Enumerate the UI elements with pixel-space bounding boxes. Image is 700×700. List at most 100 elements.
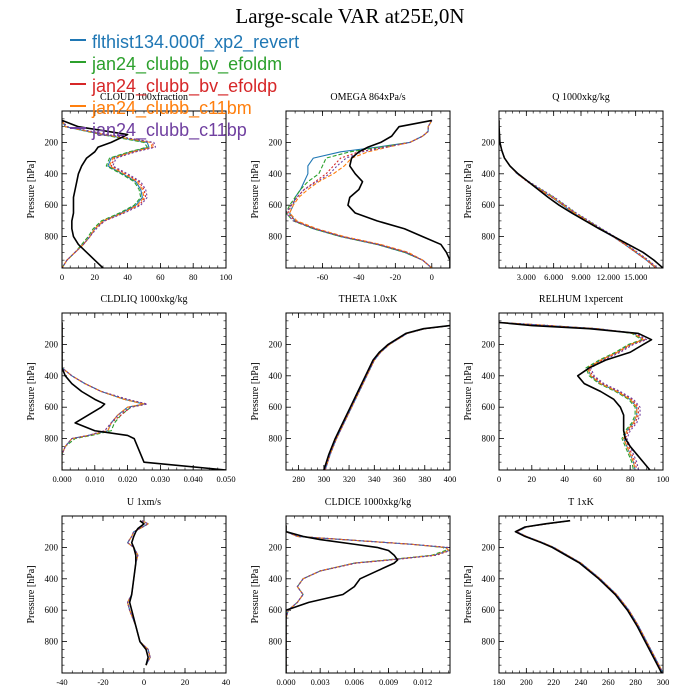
series-group [514,519,663,673]
series-line [324,325,450,470]
x-tick-label: 80 [189,272,198,282]
panel-title: U 1xm/s [127,497,161,508]
series-line [286,525,446,673]
x-tick-label: 0 [60,272,64,282]
chart-panel: CLDLIQ 1000xkg/kg Pressure [hPa] 200 400 600… [26,294,236,484]
x-tick-label: 20 [181,677,190,687]
y-tick-label: 800 [45,637,59,647]
y-tick-label: 800 [482,434,496,444]
y-axis-label: Pressure [hPa] [250,160,261,218]
x-tick-label: 40 [560,474,569,484]
legend-label: flthist134.000f_xp2_revert [92,32,300,52]
y-tick-label: 600 [269,402,283,412]
y-axis-label: Pressure [hPa] [26,160,37,218]
y-tick-label: 600 [45,200,59,210]
panel-title: CLDLIQ 1000xkg/kg [101,294,188,305]
y-tick-label: 200 [45,137,59,147]
y-tick-label: 400 [482,371,496,381]
x-tick-label: 360 [393,474,406,484]
x-tick-label: 0 [430,272,434,282]
panel-title: OMEGA 864xPa/s [330,92,405,103]
panel-frame [285,312,451,471]
x-tick-label: 200 [520,677,533,687]
reference-line [499,321,653,470]
x-tick-label: 0.000 [52,474,71,484]
x-tick-label: 80 [626,474,635,484]
reference-line [323,324,450,470]
panel-frame [498,110,664,269]
x-tick-label: 3.000 [517,272,536,282]
series-group [62,119,157,268]
legend-item: jan24_clubb_bv_efoldm [70,53,299,75]
x-tick-label: -40 [353,272,364,282]
y-tick-label: 400 [269,169,283,179]
legend-label: jan24_clubb_c11bp [92,120,247,140]
x-tick-label: 0.050 [216,474,235,484]
y-tick-label: 600 [482,200,496,210]
y-axis-label: Pressure [hPa] [463,565,474,623]
x-tick-label: 60 [593,474,602,484]
y-tick-label: 800 [269,232,283,242]
y-tick-label: 200 [45,542,59,552]
y-tick-label: 800 [45,232,59,242]
y-tick-label: 400 [269,574,283,584]
series-line [286,525,450,673]
y-tick-label: 200 [269,339,283,349]
y-axis-label: Pressure [hPa] [250,565,261,623]
x-tick-label: 240 [575,677,588,687]
series-line [324,325,450,470]
y-axis-label: Pressure [hPa] [463,160,474,218]
series-line [516,520,663,673]
y-tick-label: 800 [45,434,59,444]
y-tick-label: 400 [45,371,59,381]
series-line [324,325,450,470]
x-tick-label: -40 [56,677,67,687]
y-tick-label: 800 [269,637,283,647]
series-line [62,120,155,268]
y-tick-label: 400 [45,169,59,179]
x-tick-label: 0.030 [151,474,170,484]
reference-line [128,520,149,666]
series-line [499,120,657,268]
x-tick-label: 340 [368,474,381,484]
series-line [499,321,646,470]
series-group [127,520,151,666]
legend-label: jan24_clubb_bv_efoldm [92,54,283,74]
x-tick-label: 15.000 [624,272,647,282]
series-line [286,525,450,673]
legend-swatch [70,127,86,130]
x-tick-label: 380 [418,474,431,484]
series-line [499,120,657,268]
y-axis-label: Pressure [hPa] [250,362,261,420]
chart-panel: U 1xm/s Pressure [hPa] 200 400 600 800 -40 -20 0… [26,497,230,687]
x-tick-label: 0.000 [276,677,295,687]
series-group [499,321,653,470]
y-tick-label: 200 [482,137,496,147]
x-tick-label: -20 [390,272,401,282]
x-tick-label: 0.012 [413,677,432,687]
y-tick-label: 400 [45,574,59,584]
chart-panel: OMEGA 864xPa/s Pressure [hPa] 200 400 600 800… [250,92,451,282]
panel-title: CLDICE 1000xkg/kg [325,497,411,508]
series-line [62,322,145,470]
legend-item: jan24_clubb_bv_efoldp [70,75,299,97]
reference-line [62,119,129,268]
reference-line [286,525,399,673]
legend-swatch [70,83,86,86]
x-tick-label: 12.000 [597,272,620,282]
chart-panel: THETA 1.0xK Pressure [hPa] 200 400 600 800 280… [250,294,456,484]
x-tick-label: 0.009 [379,677,398,687]
legend-label: jan24_clubb_bv_efoldp [92,76,278,96]
x-tick-label: 20 [91,272,100,282]
chart-panel: T 1xK Pressure [hPa] 200 400 600 800 180 200 220… [463,497,669,687]
y-tick-label: 600 [269,200,283,210]
y-tick-label: 400 [482,574,496,584]
y-tick-label: 400 [269,371,283,381]
x-tick-label: 0.006 [345,677,364,687]
x-tick-label: 300 [657,677,670,687]
y-axis-label: Pressure [hPa] [463,362,474,420]
panel-frame [498,515,664,674]
legend-label: jan24_clubb_c11bm [92,98,252,118]
